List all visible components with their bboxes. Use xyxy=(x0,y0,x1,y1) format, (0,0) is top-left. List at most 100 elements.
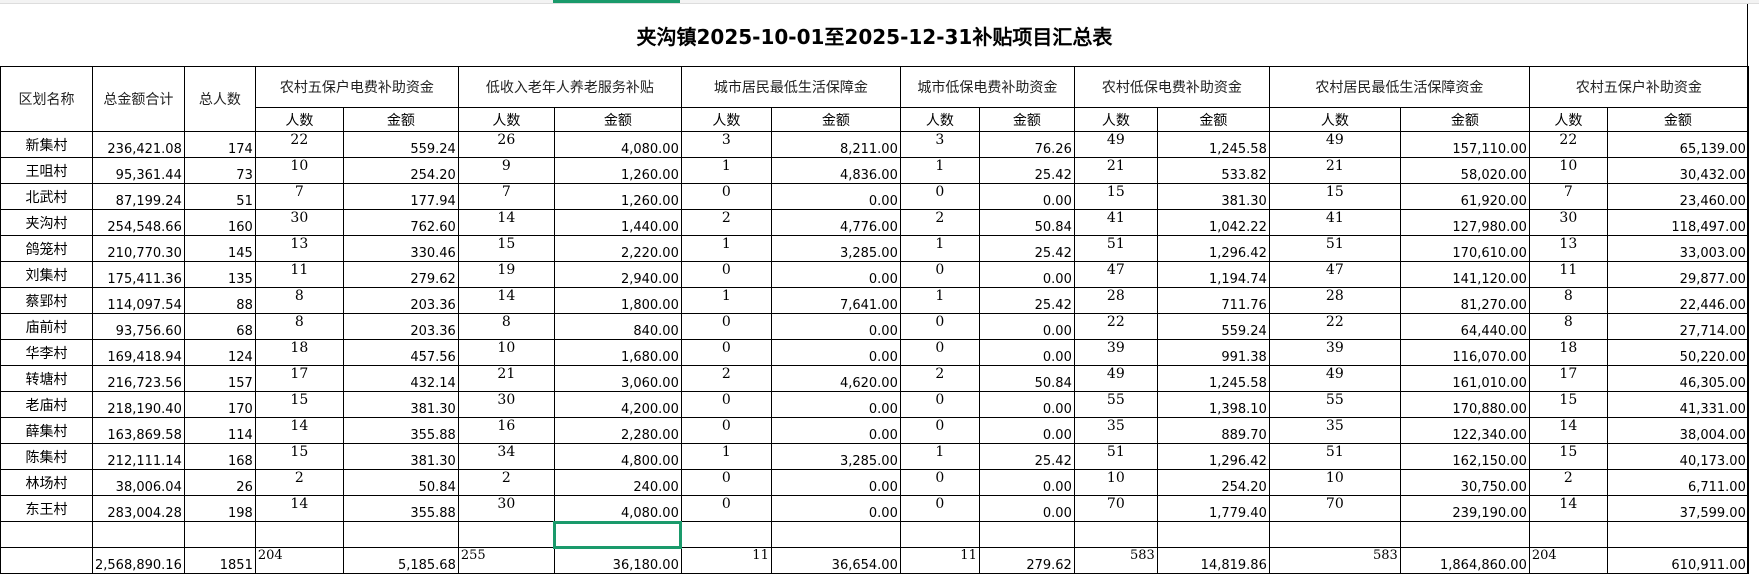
count-cell[interactable]: 0 xyxy=(899,313,980,340)
amount-cell[interactable]: 177.94 xyxy=(342,183,459,210)
amount-cell[interactable]: 355.88 xyxy=(342,417,459,444)
amount-cell[interactable]: 8,211.00 xyxy=(770,131,901,158)
count-cell[interactable]: 34 xyxy=(457,443,555,470)
count-cell[interactable]: 2 xyxy=(899,365,980,392)
count-cell[interactable]: 2 xyxy=(254,469,344,496)
empty-cell[interactable] xyxy=(457,521,555,548)
amount-cell[interactable]: 170,880.00 xyxy=(1399,391,1530,418)
region-name-cell[interactable]: 东王村 xyxy=(0,495,93,522)
total-cell[interactable]: 204 xyxy=(254,547,344,574)
amount-cell[interactable]: 1,194.74 xyxy=(1156,261,1270,288)
amount-cell[interactable]: 889.70 xyxy=(1156,417,1270,444)
count-cell[interactable]: 3 xyxy=(680,131,772,158)
amount-cell[interactable]: 4,200.00 xyxy=(553,391,682,418)
amount-cell[interactable]: 7,641.00 xyxy=(770,287,901,314)
amount-cell[interactable]: 0.00 xyxy=(770,495,901,522)
amount-cell[interactable]: 25.42 xyxy=(978,287,1075,314)
amount-cell[interactable]: 711.76 xyxy=(1156,287,1270,314)
total-cell[interactable] xyxy=(0,547,93,574)
amount-cell[interactable]: 254.20 xyxy=(1156,469,1270,496)
count-cell[interactable]: 26 xyxy=(457,131,555,158)
subheader-count[interactable]: 人数 xyxy=(1528,107,1608,132)
amount-cell[interactable]: 2,280.00 xyxy=(553,417,682,444)
amount-cell[interactable]: 4,776.00 xyxy=(770,209,901,236)
total-cell[interactable]: 583 xyxy=(1268,547,1401,574)
subheader-amount[interactable]: 金额 xyxy=(770,107,901,132)
header-group[interactable]: 农村居民最低生活保障资金 xyxy=(1268,66,1530,108)
amount-cell[interactable]: 73 xyxy=(183,157,256,184)
count-cell[interactable]: 39 xyxy=(1073,339,1158,366)
amount-cell[interactable]: 50.84 xyxy=(978,209,1075,236)
region-name-cell[interactable]: 庙前村 xyxy=(0,313,93,340)
amount-cell[interactable]: 168 xyxy=(183,443,256,470)
header-group[interactable]: 城市低保电费补助资金 xyxy=(899,66,1075,108)
count-cell[interactable]: 55 xyxy=(1073,391,1158,418)
total-cell[interactable]: 1,864,860.00 xyxy=(1399,547,1530,574)
amount-cell[interactable]: 170 xyxy=(183,391,256,418)
count-cell[interactable]: 47 xyxy=(1073,261,1158,288)
subheader-amount[interactable]: 金额 xyxy=(1156,107,1270,132)
count-cell[interactable]: 0 xyxy=(680,183,772,210)
amount-cell[interactable]: 169,418.94 xyxy=(92,339,185,366)
amount-cell[interactable]: 283,004.28 xyxy=(92,495,185,522)
amount-cell[interactable]: 76.26 xyxy=(978,131,1075,158)
subheader-count[interactable]: 人数 xyxy=(899,107,980,132)
amount-cell[interactable]: 1,296.42 xyxy=(1156,443,1270,470)
amount-cell[interactable]: 0.00 xyxy=(978,391,1075,418)
amount-cell[interactable]: 218,190.40 xyxy=(92,391,185,418)
amount-cell[interactable]: 0.00 xyxy=(978,313,1075,340)
count-cell[interactable]: 1 xyxy=(680,235,772,262)
amount-cell[interactable]: 1,779.40 xyxy=(1156,495,1270,522)
header-group[interactable]: 低收入老年人养老服务补贴 xyxy=(457,66,682,108)
amount-cell[interactable]: 0.00 xyxy=(770,469,901,496)
header-group[interactable]: 农村低保电费补助资金 xyxy=(1073,66,1270,108)
amount-cell[interactable]: 50.84 xyxy=(978,365,1075,392)
amount-cell[interactable]: 203.36 xyxy=(342,313,459,340)
amount-cell[interactable]: 533.82 xyxy=(1156,157,1270,184)
count-cell[interactable]: 35 xyxy=(1268,417,1401,444)
amount-cell[interactable]: 198 xyxy=(183,495,256,522)
count-cell[interactable]: 9 xyxy=(457,157,555,184)
count-cell[interactable]: 21 xyxy=(1073,157,1158,184)
empty-cell[interactable] xyxy=(254,521,344,548)
subheader-amount[interactable]: 金额 xyxy=(1606,107,1749,132)
header-total-amount[interactable]: 总金额合计 xyxy=(92,66,185,132)
amount-cell[interactable]: 1,260.00 xyxy=(553,157,682,184)
total-cell[interactable]: 204 xyxy=(1528,547,1608,574)
region-name-cell[interactable]: 刘集村 xyxy=(0,261,93,288)
count-cell[interactable]: 51 xyxy=(1073,235,1158,262)
amount-cell[interactable]: 212,111.14 xyxy=(92,443,185,470)
amount-cell[interactable]: 37,599.00 xyxy=(1606,495,1749,522)
count-cell[interactable]: 15 xyxy=(1073,183,1158,210)
count-cell[interactable]: 22 xyxy=(254,131,344,158)
amount-cell[interactable]: 330.46 xyxy=(342,235,459,262)
amount-cell[interactable]: 157,110.00 xyxy=(1399,131,1530,158)
amount-cell[interactable]: 4,800.00 xyxy=(553,443,682,470)
amount-cell[interactable]: 33,003.00 xyxy=(1606,235,1749,262)
count-cell[interactable]: 22 xyxy=(1268,313,1401,340)
amount-cell[interactable]: 1,260.00 xyxy=(553,183,682,210)
empty-cell[interactable] xyxy=(680,521,772,548)
amount-cell[interactable]: 2,220.00 xyxy=(553,235,682,262)
amount-cell[interactable]: 22,446.00 xyxy=(1606,287,1749,314)
count-cell[interactable]: 49 xyxy=(1268,365,1401,392)
region-name-cell[interactable]: 转塘村 xyxy=(0,365,93,392)
region-name-cell[interactable]: 林场村 xyxy=(0,469,93,496)
empty-cell[interactable] xyxy=(342,521,459,548)
count-cell[interactable]: 15 xyxy=(254,391,344,418)
amount-cell[interactable]: 239,190.00 xyxy=(1399,495,1530,522)
region-name-cell[interactable]: 华李村 xyxy=(0,339,93,366)
amount-cell[interactable]: 3,285.00 xyxy=(770,443,901,470)
amount-cell[interactable]: 145 xyxy=(183,235,256,262)
amount-cell[interactable]: 163,869.58 xyxy=(92,417,185,444)
amount-cell[interactable]: 51 xyxy=(183,183,256,210)
amount-cell[interactable]: 240.00 xyxy=(553,469,682,496)
amount-cell[interactable]: 50.84 xyxy=(342,469,459,496)
count-cell[interactable]: 15 xyxy=(1528,391,1608,418)
count-cell[interactable]: 0 xyxy=(899,261,980,288)
amount-cell[interactable]: 116,070.00 xyxy=(1399,339,1530,366)
amount-cell[interactable]: 127,980.00 xyxy=(1399,209,1530,236)
amount-cell[interactable]: 6,711.00 xyxy=(1606,469,1749,496)
count-cell[interactable]: 0 xyxy=(680,391,772,418)
empty-cell[interactable] xyxy=(899,521,980,548)
